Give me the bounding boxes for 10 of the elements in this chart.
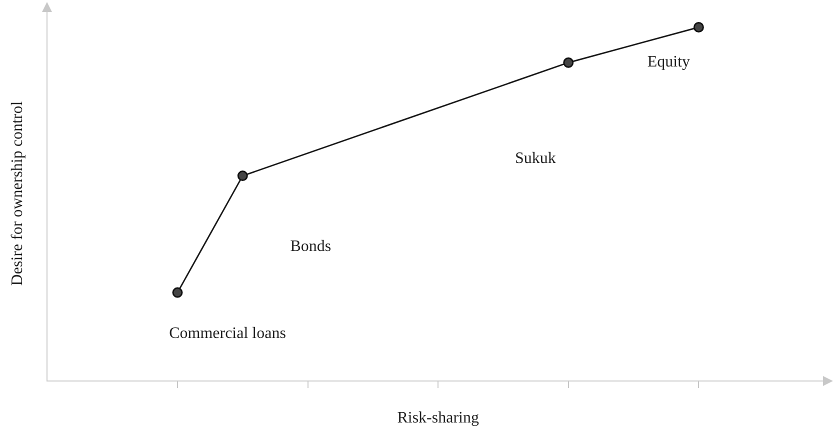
annotation: Bonds bbox=[290, 238, 332, 256]
point bbox=[172, 287, 183, 298]
point bbox=[237, 170, 248, 182]
point bbox=[693, 22, 704, 32]
annotation: Commercial loans bbox=[169, 324, 286, 342]
annotation: Sukuk bbox=[514, 150, 556, 167]
x-axis-title: Risk-sharing bbox=[397, 410, 479, 427]
y-axis-title: Desire for ownership control bbox=[8, 100, 26, 286]
annotation: Equity bbox=[647, 53, 690, 70]
point bbox=[563, 57, 574, 68]
